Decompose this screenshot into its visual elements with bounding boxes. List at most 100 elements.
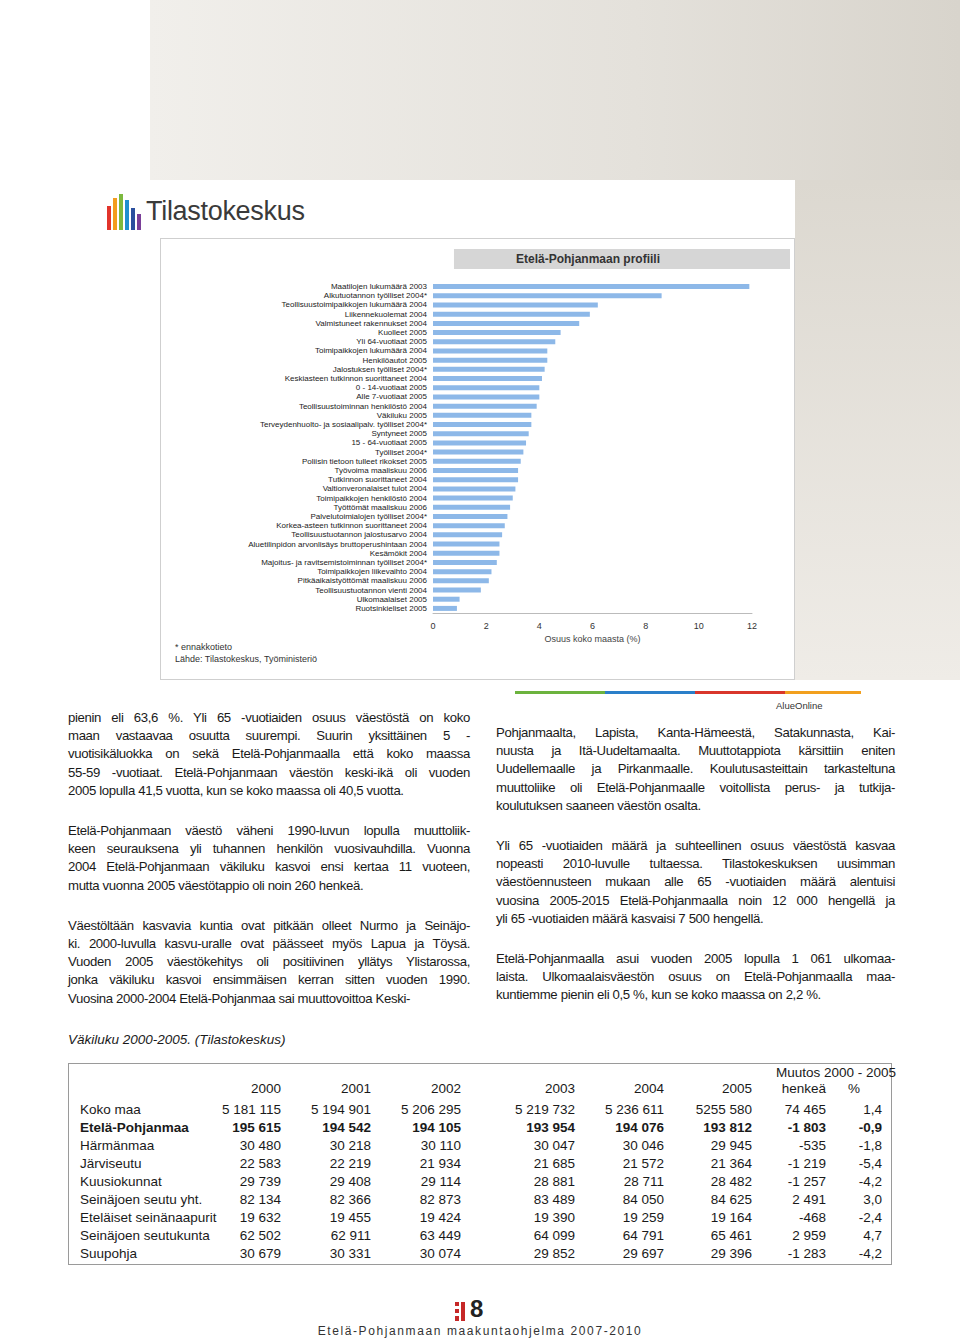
svg-text:Työlliset 2004*: Työlliset 2004*	[375, 448, 427, 457]
html-text:maan vastaavaa osuutta suuremp: maan vastaavaa osuutta suurempi. Suurin …	[68, 728, 470, 744]
html-text:2004: 2004	[634, 1081, 664, 1096]
svg-text:Valmistuneet rakennukset 2004: Valmistuneet rakennukset 2004	[316, 319, 428, 328]
html-text:194 105: 194 105	[412, 1120, 461, 1135]
html-text:195 615: 195 615	[232, 1120, 281, 1135]
svg-text:Toimipaikkojen lukumäärä 2004: Toimipaikkojen lukumäärä 2004	[315, 346, 428, 355]
html-text:2002: 2002	[431, 1081, 461, 1096]
svg-text:Teollisuustuotannon vienti 200: Teollisuustuotannon vienti 2004	[315, 586, 427, 595]
html-text:194 076: 194 076	[615, 1120, 664, 1135]
svg-text:Kesämökit 2004: Kesämökit 2004	[370, 549, 428, 558]
html-text:Tilastokeskus: Tilastokeskus	[146, 196, 305, 226]
html-text:194 542: 194 542	[322, 1120, 371, 1135]
html-text:5 194 901: 5 194 901	[310, 1102, 371, 1117]
html-text:Etelä-Pohjanmaa: Etelä-Pohjanmaa	[80, 1120, 189, 1135]
svg-text:Etelä-Pohjanmaan profiili: Etelä-Pohjanmaan profiili	[516, 252, 660, 266]
html-text:2001: 2001	[341, 1081, 371, 1096]
svg-text:Työttömät maaliskuu 2006: Työttömät maaliskuu 2006	[334, 503, 428, 512]
svg-text:12: 12	[747, 621, 757, 631]
html-text:kuntiemme pienin eli 0,5 %, ku: kuntiemme pienin eli 0,5 %, kun se koko …	[496, 987, 821, 1003]
svg-text:Teollisuustoiminnan henkilöstö: Teollisuustoiminnan henkilöstö 2004	[299, 402, 428, 411]
html-text:jonka väkiluku kasvoi ensimmäi: jonka väkiluku kasvoi ensimmäisen kerran…	[68, 972, 470, 988]
svg-text:15 - 64-vuotiaat 2005: 15 - 64-vuotiaat 2005	[351, 438, 427, 447]
svg-text:Liikennekuolemat 2004: Liikennekuolemat 2004	[345, 310, 428, 319]
html-text:2004 Etelä-Pohjanmaan väkiluku: 2004 Etelä-Pohjanmaan väkiluku kasvoi en…	[68, 859, 470, 875]
svg-text:Korkea-asteen tutkinnon suorit: Korkea-asteen tutkinnon suorittaneet 200…	[276, 521, 427, 530]
svg-text:Alkutuotannon työlliset 2004*: Alkutuotannon työlliset 2004*	[324, 291, 427, 300]
svg-text:Maatilojen lukumäärä 2003: Maatilojen lukumäärä 2003	[331, 282, 428, 291]
html-text:Yli 65 -vuotiaiden määrä ja su: Yli 65 -vuotiaiden määrä ja suhteellinen…	[496, 838, 895, 853]
html-text:193 812: 193 812	[703, 1120, 752, 1135]
html-text:mutta vuonna 2005 väestötappio: mutta vuonna 2005 väestötappio oli noin …	[68, 877, 364, 893]
svg-text:8: 8	[643, 621, 648, 631]
svg-text:Jalostuksen työlliset 2004*: Jalostuksen työlliset 2004*	[333, 365, 427, 374]
html-text:henkeä: henkeä	[781, 1081, 826, 1096]
svg-text:Ulkomaalaiset 2005: Ulkomaalaiset 2005	[357, 595, 428, 604]
html-text:muuttoliike oli Etelä-Pohjanma: muuttoliike oli Etelä-Pohjanmaalle voito…	[496, 779, 895, 795]
html-text:Pohjanmaalta, Lapista, Kanta-H: Pohjanmaalta, Lapista, Kanta-Hämeestä, S…	[496, 725, 895, 740]
svg-text:4: 4	[537, 621, 542, 631]
html-text:2005 lopulla 41,5 vuotta, kun: 2005 lopulla 41,5 vuotta, kun se koko ma…	[68, 782, 404, 798]
html-text:keen seurauksena yli tuhannen: keen seurauksena yli tuhannen henkilön v…	[68, 841, 470, 857]
svg-text:Toimipaikkojen liikevaihto 200: Toimipaikkojen liikevaihto 2004	[317, 567, 427, 576]
html-text:193 954: 193 954	[526, 1120, 575, 1135]
html-text:Vuoden 2005 väestökehitys oli: Vuoden 2005 väestökehitys oli positiivin…	[68, 954, 470, 970]
svg-text:0: 0	[430, 621, 435, 631]
svg-text:Työvoima maaliskuu 2006: Työvoima maaliskuu 2006	[335, 466, 428, 475]
html-text:74 465: 74 465	[784, 1102, 826, 1117]
svg-text:Valtionveronalaiset tulot 2004: Valtionveronalaiset tulot 2004	[323, 484, 428, 493]
svg-text:Kuolleet 2005: Kuolleet 2005	[378, 328, 427, 337]
html-text:Uudellemaalle ja Pirkanmaalle.: Uudellemaalle ja Pirkanmaalle. Koulutusa…	[496, 761, 895, 777]
html-text:5 181 115: 5 181 115	[221, 1102, 281, 1117]
html-text:5 219 732: 5 219 732	[514, 1102, 575, 1117]
svg-text:Väkiluku 2005: Väkiluku 2005	[377, 411, 428, 420]
html-text:vuosina 2005-2015 Etelä-Pohjan: vuosina 2005-2015 Etelä-Pohjanmaalla noi…	[496, 892, 895, 908]
svg-text:2: 2	[484, 621, 489, 631]
svg-text:Tutkinnon suorittaneet 2004: Tutkinnon suorittaneet 2004	[328, 475, 427, 484]
svg-text:6: 6	[590, 621, 595, 631]
svg-text:Ruotsinkieliset 2005: Ruotsinkieliset 2005	[355, 604, 427, 613]
html-text:5 206 295: 5 206 295	[400, 1102, 461, 1117]
svg-text:Keskiasteen tutkinnon suoritta: Keskiasteen tutkinnon suorittaneet 2004	[285, 374, 428, 383]
html-text:Muutos 2000 - 2005: Muutos 2000 - 2005	[776, 1065, 897, 1080]
svg-text:Teollisuustuotannon jalostusar: Teollisuustuotannon jalostusarvo 2004	[291, 530, 427, 539]
html-text:1,4: 1,4	[863, 1102, 882, 1117]
svg-text:Yli 64-vuotiaat 2005: Yli 64-vuotiaat 2005	[356, 337, 427, 346]
html-text:nopeasti 2010-luvulle tultaess: nopeasti 2010-luvulle tultaessa. Tilasto…	[496, 856, 895, 872]
html-text:koulutuksen saaneen väestön os: koulutuksen saaneen väestön osalta.	[496, 797, 701, 813]
html-text:2005: 2005	[722, 1081, 752, 1096]
html-text:vuotisikäluokka on sekä Etelä-: vuotisikäluokka on sekä Etelä-Pohjanmaal…	[68, 746, 470, 762]
svg-text:Syntyneet 2005: Syntyneet 2005	[371, 429, 427, 438]
html-text:5255 580: 5255 580	[695, 1102, 752, 1117]
svg-text:Aluetilinpidon arvonlisäys bru: Aluetilinpidon arvonlisäys bruttoperushi…	[248, 540, 427, 549]
svg-text:Henkilöautot 2005: Henkilöautot 2005	[363, 356, 428, 365]
svg-text:0 - 14-vuotiaat 2005: 0 - 14-vuotiaat 2005	[356, 383, 428, 392]
html-text:2000: 2000	[251, 1081, 281, 1096]
svg-text:Majoitus- ja ravitsemistoiminn: Majoitus- ja ravitsemistoiminnan työllis…	[261, 558, 427, 567]
svg-text:Teollisuustoimipaikkojen lukum: Teollisuustoimipaikkojen lukumäärä 2004	[282, 300, 428, 309]
html-text:pienin eli 63,6 %. Yli 65 -vuo: pienin eli 63,6 %. Yli 65 -vuotiaiden os…	[68, 710, 470, 725]
html-text:2003: 2003	[545, 1081, 575, 1096]
html-text:yli 65 -vuotiaiden määrä kasva: yli 65 -vuotiaiden määrä kasvaisi 7 500 …	[496, 910, 764, 926]
html-text:väestöennusteen mukaan alle 65: väestöennusteen mukaan alle 65 -vuotiaid…	[496, 874, 895, 890]
svg-text:Osuus koko maasta (%): Osuus koko maasta (%)	[544, 634, 640, 644]
svg-text:* ennakkotieto: * ennakkotieto	[175, 642, 232, 652]
html-text:Koko maa: Koko maa	[80, 1102, 141, 1117]
svg-text:10: 10	[694, 621, 704, 631]
svg-text:Terveydenhuolto- ja sosiaalipa: Terveydenhuolto- ja sosiaalipalv. työlli…	[260, 420, 427, 429]
svg-text:Toimipaikkojen henkilöstö 2004: Toimipaikkojen henkilöstö 2004	[316, 494, 427, 503]
html-text:55-59 -vuotiaat. Etelä-Pohjanm: 55-59 -vuotiaat. Etelä-Pohjanmaan väestö…	[68, 764, 470, 780]
html-text:laista. Ulkomaalaisväestön osu: laista. Ulkomaalaisväestön osuus on Etel…	[496, 969, 895, 985]
html-text:5 236 611: 5 236 611	[604, 1102, 664, 1117]
html-text:Väkiluku 2000-2005. (Tilastoke: Väkiluku 2000-2005. (Tilastokeskus)	[68, 1032, 286, 1047]
svg-text:Pitkäaikaistyöttömät maaliskuu: Pitkäaikaistyöttömät maaliskuu 2006	[298, 576, 428, 585]
html-text:nuusta ja Itä-Uudeltamaalta. M: nuusta ja Itä-Uudeltamaalta. Muuttotappi…	[496, 743, 895, 759]
svg-text:Poliisin tietoon tulleet rikok: Poliisin tietoon tulleet rikokset 2005	[302, 457, 428, 466]
html-text:Etelä-Pohjanmaalla asui vuoden: Etelä-Pohjanmaalla asui vuoden 2005 lopu…	[496, 951, 895, 966]
html-text:ki. 2000-luvulla kasvu-uralle: ki. 2000-luvulla kasvu-uralle ovat pääss…	[68, 936, 470, 951]
svg-text:Alle 7-vuotiaat 2005: Alle 7-vuotiaat 2005	[356, 392, 427, 401]
html-text:Väestöltään kasvavia kuntia ov: Väestöltään kasvavia kuntia ovat pitkään…	[68, 917, 470, 933]
svg-text:Lähde: Tilastokeskus, Työminis: Lähde: Tilastokeskus, Työministeriö	[175, 654, 317, 664]
html-text:Etelä-Pohjanmaan väestö väheni: Etelä-Pohjanmaan väestö väheni 1990-luvu…	[68, 823, 470, 838]
svg-text:Palvelutoimialojen työlliset 2: Palvelutoimialojen työlliset 2004*	[310, 512, 427, 521]
html-text:Vuosina 2000-2004 Etelä-Pohjan: Vuosina 2000-2004 Etelä-Pohjanmaa sai mu…	[68, 990, 411, 1006]
